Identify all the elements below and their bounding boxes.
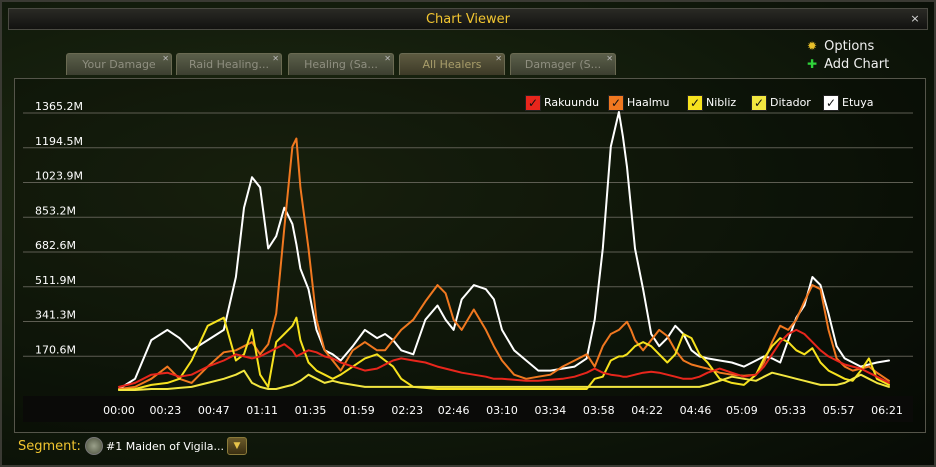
- legend-label: Ditador: [770, 96, 811, 109]
- tab-label: All Healers: [422, 58, 482, 71]
- x-tick-label: 00:00: [103, 404, 135, 417]
- tab-close-icon[interactable]: ✕: [384, 54, 391, 63]
- legend-item-rakuundu[interactable]: ✓ Rakuundu: [525, 94, 599, 112]
- tab-label: Damager (S...: [524, 58, 602, 71]
- series-line-rakuundu: [118, 328, 890, 388]
- checkbox-icon[interactable]: ✓: [687, 95, 703, 111]
- add-chart-label: Add Chart: [824, 57, 890, 72]
- series-line-nibliz: [118, 316, 890, 391]
- line-chart: 170.6M 341.3M 511.9M 682.6M 853.2M 1023.9M 119…: [23, 100, 913, 422]
- x-tick-label: 04:46: [680, 404, 712, 417]
- legend-label: Etuya: [842, 96, 874, 109]
- x-tick-label: 06:21: [871, 404, 903, 417]
- legend-item-ditador[interactable]: ✓ Ditador: [751, 94, 811, 112]
- legend-label: Nibliz: [706, 96, 737, 109]
- tab-your-damage[interactable]: Your Damage ✕: [66, 53, 172, 75]
- add-chart-button[interactable]: ✚ Add Chart: [804, 57, 889, 73]
- segment-label: Segment:: [18, 439, 81, 454]
- x-axis-strip: [23, 396, 913, 422]
- tab-close-icon[interactable]: ✕: [495, 54, 502, 63]
- title-bar[interactable]: Chart Viewer ×: [8, 8, 928, 30]
- legend-item-haalmu[interactable]: ✓ Haalmu: [608, 94, 670, 112]
- options-label: Options: [824, 39, 875, 54]
- x-tick-label: 01:11: [246, 404, 278, 417]
- x-tick-label: 00:47: [198, 404, 230, 417]
- tab-close-icon[interactable]: ✕: [606, 54, 613, 63]
- tab-label: Your Damage: [82, 58, 156, 71]
- series-line-etuya: [118, 111, 890, 390]
- y-tick-label: 853.2M: [35, 204, 76, 217]
- tab-damager[interactable]: Damager (S... ✕: [510, 53, 616, 75]
- tab-close-icon[interactable]: ✕: [272, 54, 279, 63]
- checkbox-icon[interactable]: ✓: [608, 95, 624, 111]
- x-tick-label: 00:23: [150, 404, 182, 417]
- checkbox-icon[interactable]: ✓: [525, 95, 541, 111]
- y-tick-label: 341.3M: [35, 309, 76, 322]
- x-tick-label: 02:23: [391, 404, 423, 417]
- boss-portrait-icon: [85, 437, 103, 455]
- x-tick-label: 02:46: [438, 404, 470, 417]
- legend-item-nibliz[interactable]: ✓ Nibliz: [687, 94, 736, 112]
- close-icon[interactable]: ×: [910, 12, 920, 25]
- y-tick-label: 1194.5M: [35, 135, 83, 148]
- tab-label: Raid Healing...: [188, 58, 269, 71]
- segment-name: #1 Maiden of Vigila...: [106, 440, 224, 453]
- x-tick-label: 03:34: [535, 404, 567, 417]
- plus-icon: ✚: [806, 57, 818, 71]
- y-tick-label: 1023.9M: [35, 170, 83, 183]
- segment-dropdown-button[interactable]: ▼: [227, 437, 247, 455]
- x-tick-label: 01:59: [343, 404, 375, 417]
- tab-healing[interactable]: Healing (Sa... ✕: [288, 53, 394, 75]
- checkbox-icon[interactable]: ✓: [823, 95, 839, 111]
- x-tick-label: 04:22: [631, 404, 663, 417]
- y-tick-label: 511.9M: [35, 274, 76, 287]
- x-tick-label: 05:33: [774, 404, 806, 417]
- window-title: Chart Viewer: [425, 12, 511, 27]
- y-tick-label: 1365.2M: [35, 100, 83, 113]
- y-tick-label: 682.6M: [35, 239, 76, 252]
- legend-label: Rakuundu: [544, 96, 600, 109]
- x-tick-label: 05:09: [726, 404, 758, 417]
- options-button[interactable]: ✹ Options: [804, 39, 874, 55]
- y-tick-label: 170.6M: [35, 343, 76, 356]
- legend-item-etuya[interactable]: ✓ Etuya: [823, 94, 874, 112]
- tab-all-healers[interactable]: All Healers ✕: [399, 53, 505, 75]
- x-tick-label: 05:57: [823, 404, 855, 417]
- gear-icon: ✹: [806, 39, 818, 53]
- tab-close-icon[interactable]: ✕: [162, 54, 169, 63]
- legend-label: Haalmu: [627, 96, 670, 109]
- series-line-ditador: [118, 369, 890, 391]
- checkbox-icon[interactable]: ✓: [751, 95, 767, 111]
- series-line-haalmu: [118, 137, 890, 390]
- chart-area: 170.6M 341.3M 511.9M 682.6M 853.2M 1023.9M 119…: [14, 78, 926, 433]
- tab-raid-healing[interactable]: Raid Healing... ✕: [176, 53, 282, 75]
- x-tick-label: 03:10: [486, 404, 518, 417]
- x-tick-label: 01:35: [295, 404, 327, 417]
- x-tick-label: 03:58: [583, 404, 615, 417]
- tab-label: Healing (Sa...: [304, 58, 378, 71]
